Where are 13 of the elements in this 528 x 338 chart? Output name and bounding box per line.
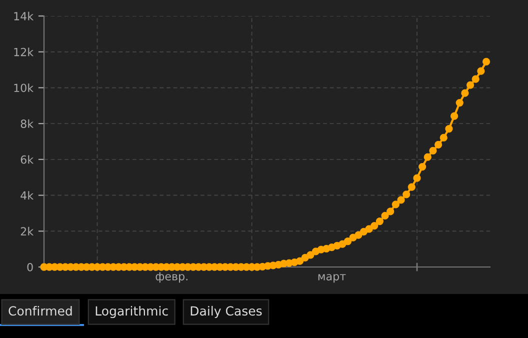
y-tick-label: 0 bbox=[27, 262, 33, 272]
y-tick-label: 2k bbox=[20, 226, 34, 236]
y-tick-label: 14k bbox=[14, 12, 34, 20]
y-tick-label: 6k bbox=[20, 155, 34, 164]
y-tick-label: 10k bbox=[14, 83, 34, 92]
x-tick-label: февр. bbox=[156, 272, 188, 283]
text: Confirmed bbox=[8, 306, 72, 316]
y-tick-label: 12k bbox=[14, 48, 34, 56]
y-tick-label: 4k bbox=[20, 191, 34, 200]
x-tick-label: март bbox=[318, 274, 346, 283]
y-tick-label: 8k bbox=[20, 119, 34, 128]
text: Logarithmic bbox=[96, 306, 168, 318]
text: Daily Cases bbox=[190, 306, 262, 318]
